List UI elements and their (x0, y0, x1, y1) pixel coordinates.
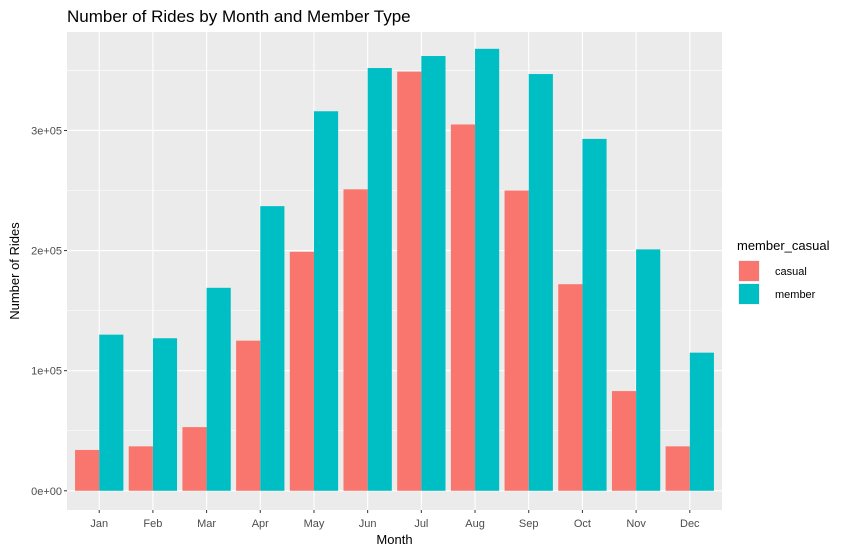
x-tick-label: Dec (680, 518, 700, 530)
chart-title: Number of Rides by Month and Member Type (67, 7, 411, 26)
bar-casual-mar (182, 427, 207, 491)
bar-member-aug (475, 48, 500, 491)
bar-member-apr (260, 206, 285, 491)
y-tick-label: 1e+05 (31, 366, 62, 378)
bar-casual-aug (450, 124, 476, 491)
legend-label-casual: casual (775, 266, 807, 278)
bar-member-feb (152, 338, 178, 491)
bar-member-mar (206, 287, 231, 491)
legend-swatch-casual (739, 261, 759, 281)
x-tick-label: Sep (519, 518, 539, 530)
y-tick-label: 2e+05 (31, 246, 62, 258)
bar-casual-jun (343, 189, 368, 491)
x-tick-label: Aug (465, 518, 485, 530)
x-tick-label: Apr (252, 518, 269, 530)
x-tick-labels: Jan Feb Mar Apr May Jun Jul Aug Sep Oct Nov Dec (90, 510, 700, 530)
bars (75, 48, 714, 491)
bar-member-nov (636, 249, 661, 491)
x-tick-label: Jun (359, 518, 377, 530)
bar-casual-apr (236, 340, 261, 491)
x-tick-label: Jan (90, 518, 108, 530)
y-tick-labels: 0e+00 1e+05 2e+05 3e+05 (31, 125, 67, 498)
bar-casual-feb (128, 446, 153, 491)
y-tick-label: 0e+00 (31, 486, 62, 498)
y-axis-title: Number of Rides (7, 222, 22, 320)
bar-casual-jan (75, 449, 100, 491)
y-tick-label: 3e+05 (31, 125, 62, 137)
bar-member-oct (582, 138, 607, 491)
legend-swatch-member (739, 284, 759, 304)
bar-member-sep (528, 74, 553, 491)
bar-member-may (313, 111, 339, 491)
bar-casual-may (289, 251, 314, 491)
bar-casual-jul (397, 71, 422, 491)
bar-casual-oct (558, 284, 583, 491)
bar-casual-sep (504, 190, 529, 491)
legend-title: member_casual (737, 238, 830, 253)
x-tick-label: Feb (143, 518, 162, 530)
bar-member-jan (99, 334, 124, 491)
x-axis-title: Month (376, 532, 412, 547)
bar-member-jun (367, 68, 392, 491)
legend: member_casual casual member (737, 238, 830, 305)
x-tick-label: May (304, 518, 325, 530)
bar-member-dec (689, 352, 714, 491)
bar-casual-dec (665, 446, 690, 491)
x-tick-label: Mar (197, 518, 216, 530)
x-tick-label: Oct (574, 518, 591, 530)
x-tick-label: Nov (626, 518, 646, 530)
x-tick-label: Jul (414, 518, 428, 530)
bar-casual-nov (611, 391, 637, 491)
bar-member-jul (421, 56, 446, 491)
legend-label-member: member (775, 289, 816, 301)
